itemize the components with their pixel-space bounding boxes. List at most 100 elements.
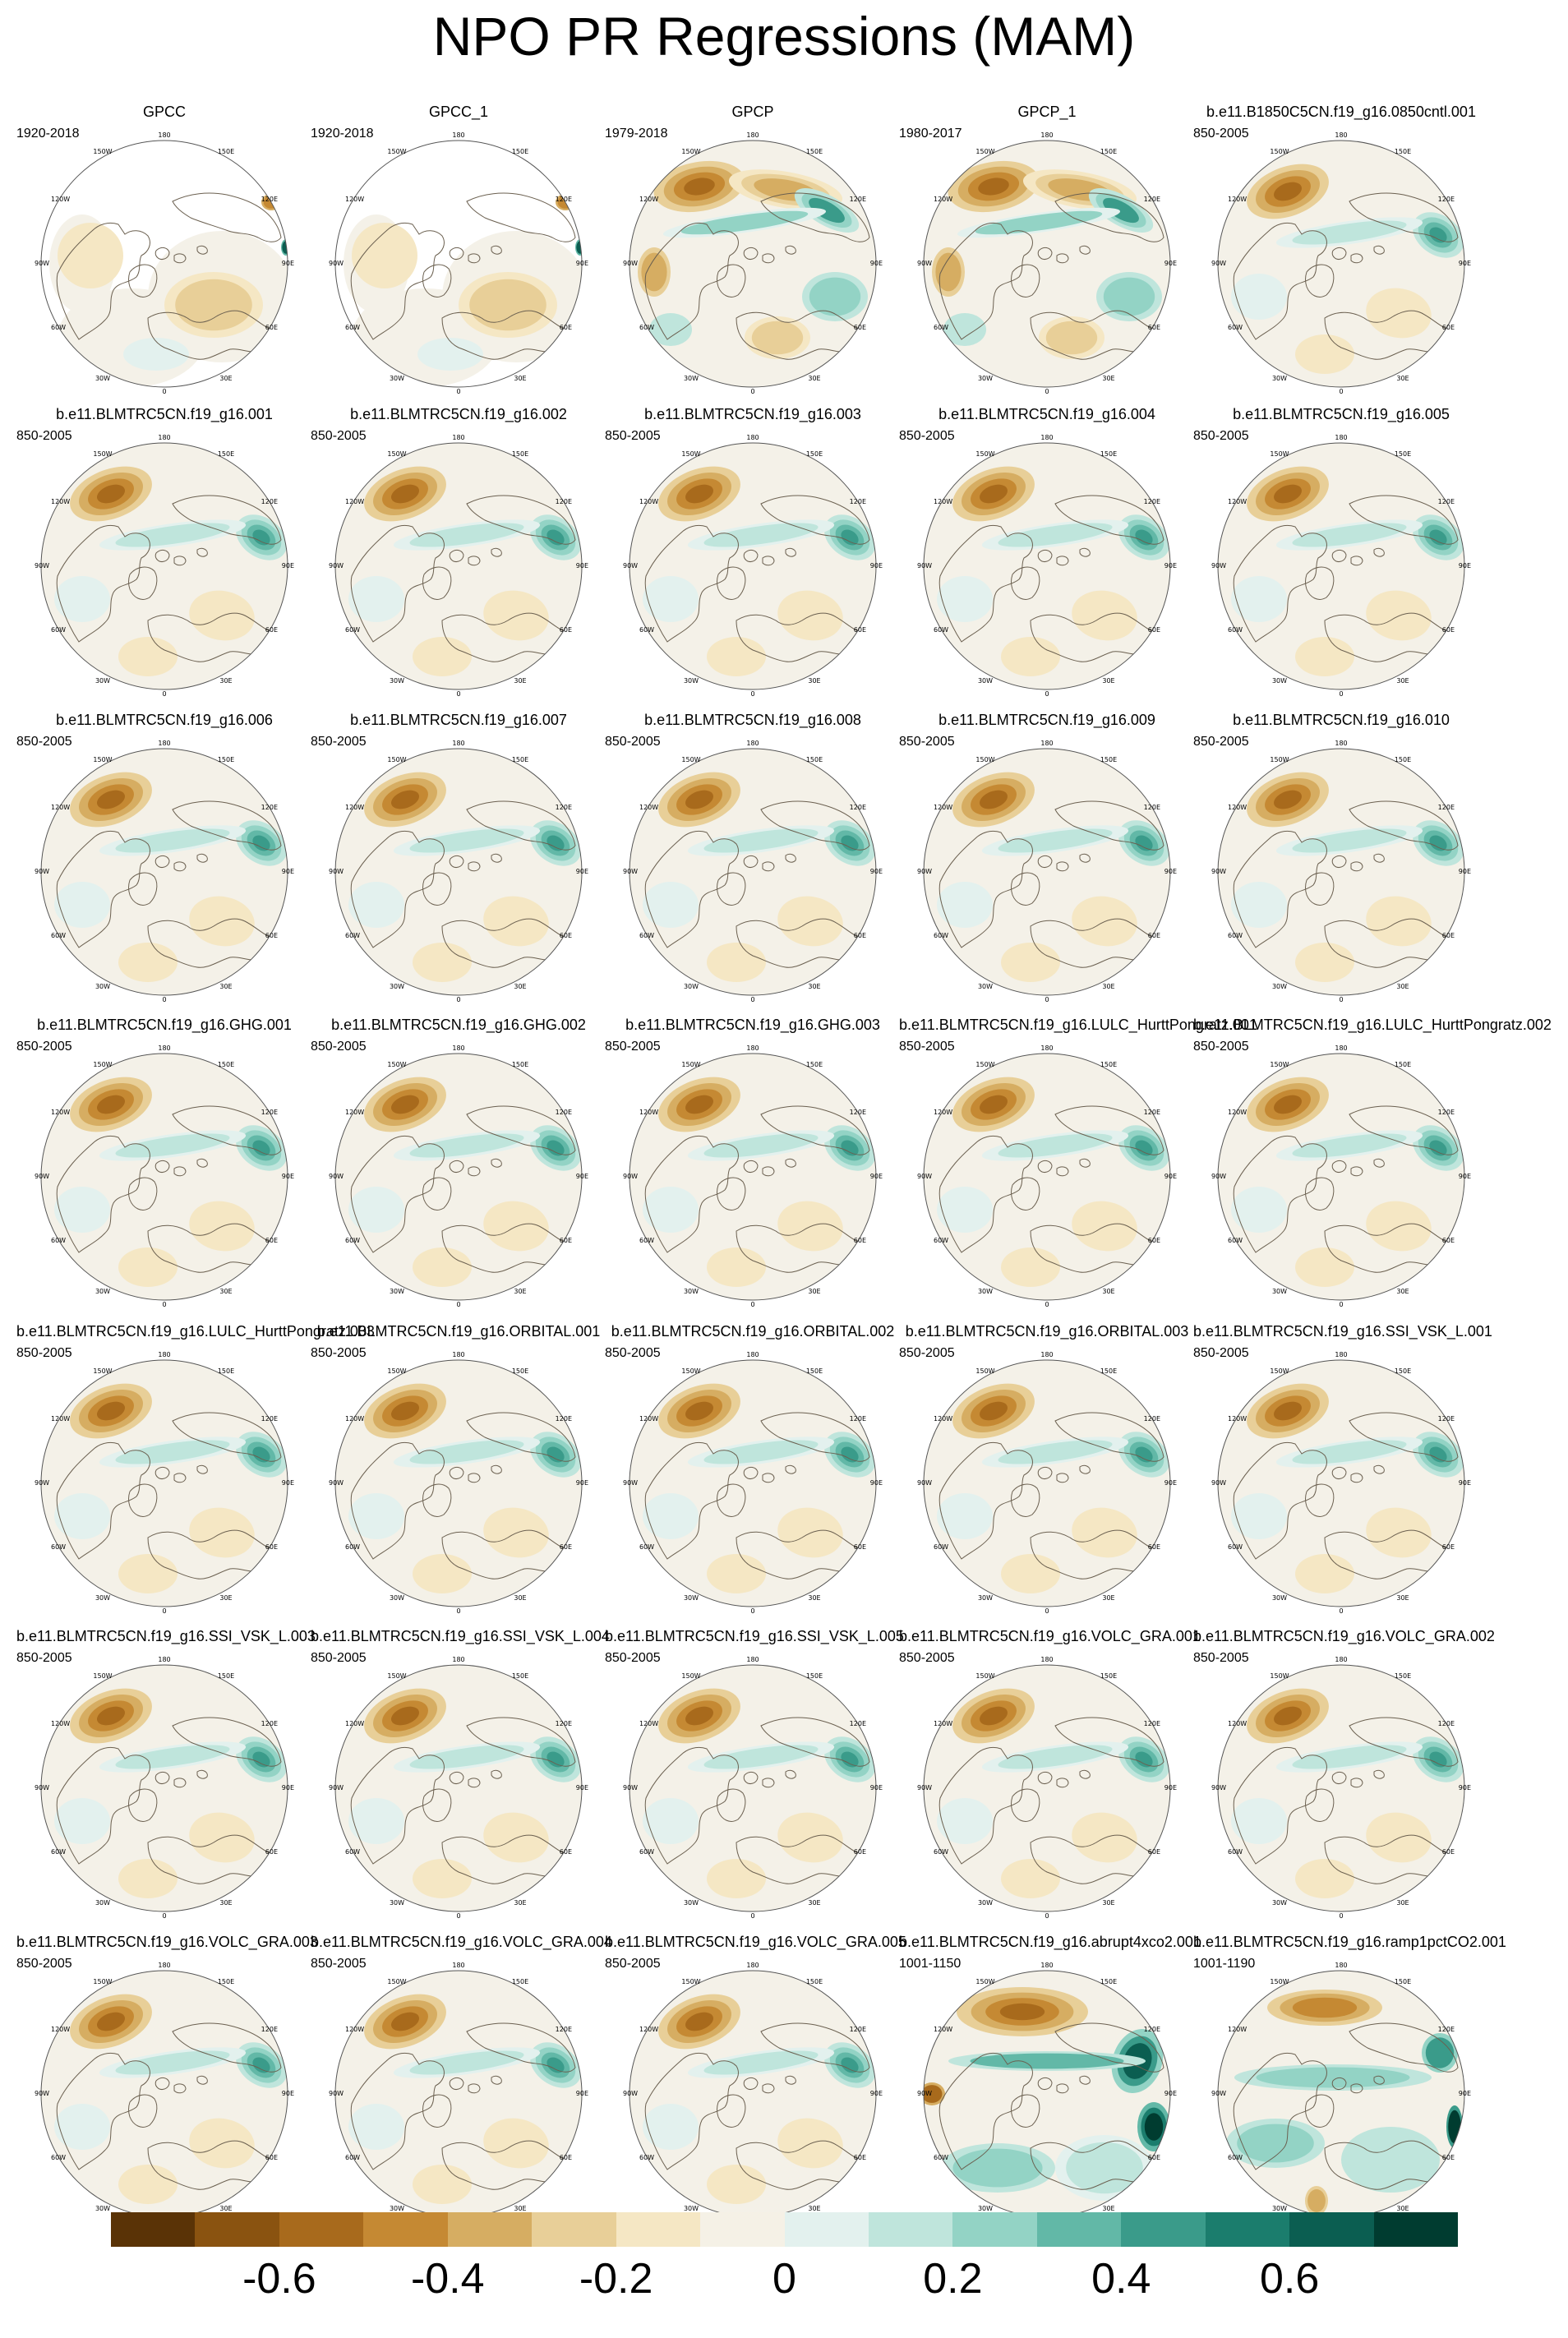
panel-title: b.e11.BLMTRC5CN.f19_g16.LULC_HurttPongra… [1193, 1017, 1552, 1033]
map-axis-label-bottom: 0 [750, 388, 754, 395]
map-axis-label-bottom-left: 30W [684, 2205, 699, 2212]
map-axis-label-top-right: 150E [1395, 1061, 1411, 1068]
panel-period: 1001-1150 [899, 1957, 962, 1971]
map-panel: b.e11.BLMTRC5CN.f19_g16.009 850-2005 180 15… [899, 711, 1195, 1007]
map-axis-label-lower-left: 60W [1228, 324, 1243, 331]
map-axis-label-bottom-left: 30W [1272, 1594, 1287, 1602]
map-axis-label-top-left: 150W [387, 1367, 406, 1375]
map-axis-label-lower-right: 60E [1148, 932, 1160, 939]
map-axis-label-right: 90E [1164, 1173, 1177, 1180]
panel-period: 1920-2018 [16, 127, 80, 141]
map-axis-label-bottom-left: 30W [1272, 1288, 1287, 1295]
map-axis-label-upper-right: 120E [850, 1415, 866, 1423]
map-axis-label-lower-left: 60W [934, 1543, 948, 1551]
map-axis-label-bottom-left: 30W [1272, 2205, 1287, 2212]
map-axis-label-right: 90E [576, 260, 588, 267]
map-axis-label-bottom-right: 30E [808, 1288, 820, 1295]
map-axis-label-bottom-left: 30W [978, 677, 993, 685]
map-axis-label-upper-right: 120E [1144, 498, 1160, 505]
colorbar-bin [700, 2212, 785, 2247]
panel-period: 850-2005 [311, 1346, 367, 1360]
panel-title: b.e11.BLMTRC5CN.f19_g16.VOLC_GRA.002 [1193, 1628, 1495, 1644]
map-axis-label-bottom-right: 30E [1102, 1594, 1114, 1602]
panel-title: b.e11.BLMTRC5CN.f19_g16.VOLC_GRA.003 [16, 1934, 318, 1950]
panel-title: b.e11.BLMTRC5CN.f19_g16.SSI_VSK_L.001 [1193, 1323, 1492, 1340]
map-axis-label-right: 90E [576, 2090, 588, 2097]
map-axis-label-lower-left: 60W [51, 1848, 66, 1856]
panel-period: 850-2005 [1193, 127, 1249, 141]
map-axis-label-lower-right: 60E [1442, 1237, 1455, 1244]
map-panel: b.e11.BLMTRC5CN.f19_g16.GHG.002 850-2005 1… [311, 1016, 606, 1312]
map-axis-label-lower-right: 60E [265, 1848, 278, 1856]
map-axis-label-lower-right: 60E [854, 1848, 866, 1856]
map-axis-label-top-left: 150W [1270, 1672, 1289, 1680]
map-axis-label-upper-right: 120E [556, 498, 572, 505]
map-axis-label-top: 180 [158, 435, 170, 441]
map-axis-label-lower-right: 60E [1148, 626, 1160, 634]
panel-title: b.e11.BLMTRC5CN.f19_g16.007 [350, 712, 567, 728]
panel-title: b.e11.BLMTRC5CN.f19_g16.ORBITAL.003 [905, 1323, 1189, 1340]
map-axis-label-top: 180 [158, 740, 170, 747]
map-axis-label-left: 90W [35, 2090, 49, 2097]
map-axis-label-top: 180 [746, 1962, 759, 1969]
panel-title: b.e11.BLMTRC5CN.f19_g16.abrupt4xco2.001 [899, 1934, 1201, 1950]
map-axis-label-bottom-left: 30W [684, 1288, 699, 1295]
map-axis-label-lower-right: 60E [1442, 1848, 1455, 1856]
colorbar-bin [1121, 2212, 1206, 2247]
map-axis-label-top: 180 [746, 740, 759, 747]
map-axis-label-bottom-right: 30E [808, 983, 820, 990]
map-axis-label-top-right: 150E [218, 1672, 234, 1680]
map-axis-label-right: 90E [1459, 1479, 1471, 1487]
map-axis-label-top-right: 150E [806, 756, 823, 763]
map-axis-label-right: 90E [282, 868, 294, 875]
map-axis-label-bottom: 0 [162, 1301, 166, 1308]
map-axis-label-top: 180 [1335, 132, 1347, 139]
map-axis-label-top-right: 150E [512, 1978, 528, 1985]
colorbar-bin [868, 2212, 953, 2247]
map-axis-label-bottom-right: 30E [808, 1899, 820, 1907]
map-axis-label-lower-left: 60W [345, 2154, 360, 2161]
map-axis-label-bottom: 0 [162, 996, 166, 1003]
map-axis-label-lower-right: 60E [1442, 324, 1455, 331]
map-axis-label-bottom: 0 [750, 690, 754, 698]
map-axis-label-upper-left: 120W [1228, 1109, 1247, 1116]
map-panel: b.e11.BLMTRC5CN.f19_g16.ORBITAL.003 850-2… [899, 1322, 1195, 1618]
map-axis-label-bottom-right: 30E [808, 2205, 820, 2212]
panel-title: GPCP [731, 104, 774, 120]
colorbar-bin [1373, 2212, 1458, 2247]
map-axis-label-bottom: 0 [456, 690, 460, 698]
colorbar-bin [784, 2212, 869, 2247]
map-axis-label-bottom: 0 [162, 1607, 166, 1615]
map-axis-label-lower-left: 60W [345, 1543, 360, 1551]
map-axis-label-upper-right: 120E [556, 196, 572, 203]
map-axis-label-upper-left: 120W [639, 1720, 658, 1727]
map-axis-label-top-right: 150E [218, 450, 234, 458]
map-axis-label-left: 90W [623, 562, 638, 570]
map-axis-label-top-right: 150E [1395, 1367, 1411, 1375]
map-axis-label-upper-right: 120E [850, 804, 866, 811]
map-panel: b.e11.BLMTRC5CN.f19_g16.ORBITAL.002 850-2… [605, 1322, 901, 1618]
map-axis-label-right: 90E [282, 1784, 294, 1792]
map-axis-label-top: 180 [1040, 1657, 1053, 1663]
map-axis-label-top-right: 150E [806, 1672, 823, 1680]
map-axis-label-bottom-right: 30E [808, 375, 820, 382]
map-axis-label-upper-left: 120W [1228, 1720, 1247, 1727]
map-axis-label-top-right: 150E [1395, 148, 1411, 155]
map-axis-label-top: 180 [1335, 1962, 1347, 1969]
map-axis-label-bottom: 0 [162, 1912, 166, 1920]
panel-title: b.e11.BLMTRC5CN.f19_g16.GHG.002 [331, 1017, 586, 1033]
map-axis-label-bottom: 0 [162, 388, 166, 395]
map-axis-label-lower-left: 60W [639, 1237, 654, 1244]
map-axis-label-bottom-right: 30E [219, 1288, 232, 1295]
map-axis-label-top-left: 150W [975, 1367, 994, 1375]
colorbar-bin [1205, 2212, 1290, 2247]
map-axis-label-lower-left: 60W [51, 626, 66, 634]
map-axis-label-bottom-right: 30E [514, 375, 526, 382]
map-axis-label-bottom-right: 30E [1396, 1288, 1409, 1295]
map-axis-label-bottom: 0 [750, 1301, 754, 1308]
map-axis-label-left: 90W [917, 562, 932, 570]
